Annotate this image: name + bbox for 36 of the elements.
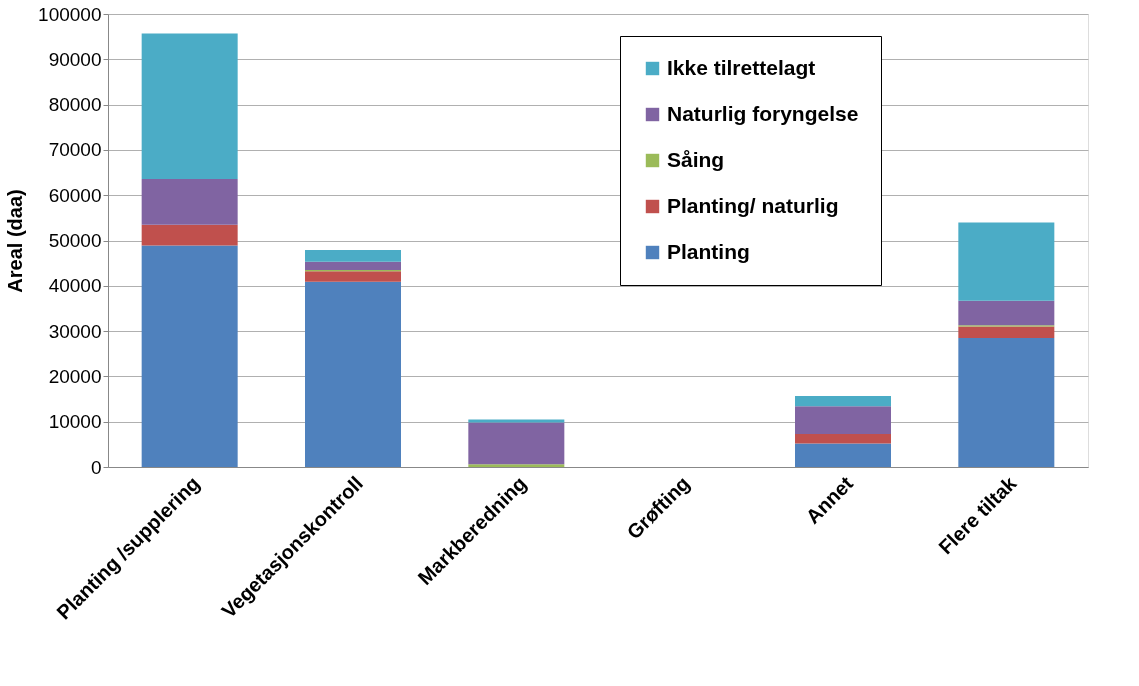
bar bbox=[468, 422, 565, 465]
bar bbox=[958, 337, 1055, 467]
y-tick-label: 90000 bbox=[48, 48, 102, 70]
bar bbox=[305, 261, 401, 270]
y-tick-label: 50000 bbox=[48, 230, 102, 251]
y-axis-title: Areal (daa) bbox=[4, 189, 27, 293]
y-tick-label: 10000 bbox=[48, 411, 102, 433]
bar bbox=[141, 245, 238, 467]
legend-label: Ikke tilrettelagt bbox=[667, 55, 816, 79]
y-tick-label: 0 bbox=[90, 456, 102, 478]
bar bbox=[141, 178, 238, 225]
y-tick-label: 70000 bbox=[48, 139, 102, 161]
bar bbox=[141, 33, 238, 179]
bar bbox=[958, 326, 1055, 338]
bar bbox=[958, 222, 1055, 301]
bar bbox=[958, 300, 1055, 326]
legend-label: Planting bbox=[667, 239, 750, 263]
bar bbox=[795, 443, 891, 467]
y-tick-label: 100000 bbox=[38, 3, 102, 25]
bar bbox=[305, 281, 401, 467]
y-tick-label: 30000 bbox=[48, 320, 102, 342]
bar bbox=[468, 419, 565, 423]
bar bbox=[795, 433, 891, 444]
y-tick-label: 20000 bbox=[48, 365, 102, 387]
bar bbox=[468, 464, 565, 467]
bar bbox=[305, 250, 401, 262]
legend-label: Såing bbox=[667, 147, 725, 171]
y-tick-label: 40000 bbox=[48, 275, 102, 297]
bar bbox=[305, 271, 401, 282]
y-tick-label: 60000 bbox=[48, 184, 102, 206]
legend-label: Naturlig foryngelse bbox=[667, 101, 859, 125]
legend-label: Planting/ naturlig bbox=[667, 193, 839, 217]
bar bbox=[795, 395, 891, 407]
bar bbox=[141, 224, 238, 246]
bar bbox=[795, 406, 891, 434]
y-tick-label: 80000 bbox=[48, 94, 102, 116]
